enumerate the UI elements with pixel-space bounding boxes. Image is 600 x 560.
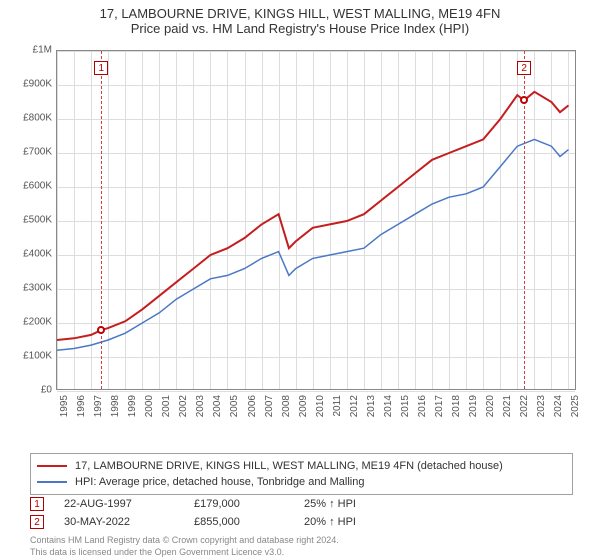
x-tick-label: 2022 [519, 395, 530, 417]
event-price: £179,000 [194, 495, 284, 513]
ref-marker-2: 2 [517, 61, 531, 75]
x-tick-label: 1999 [127, 395, 138, 417]
x-tick-label: 2003 [195, 395, 206, 417]
y-tick-label: £100K [12, 351, 52, 362]
x-tick-label: 2011 [332, 395, 343, 417]
x-tick-label: 1997 [93, 395, 104, 417]
ref-dot-2 [520, 96, 528, 104]
x-tick-label: 1995 [59, 395, 70, 417]
footer: Contains HM Land Registry data © Crown c… [30, 534, 339, 558]
y-tick-label: £800K [12, 113, 52, 124]
x-tick-label: 2017 [434, 395, 445, 417]
y-tick-label: £0 [12, 385, 52, 396]
y-tick-label: £500K [12, 215, 52, 226]
x-tick-label: 2007 [264, 395, 275, 417]
x-tick-label: 2014 [383, 395, 394, 417]
x-tick-label: 2018 [451, 395, 462, 417]
series-lines [57, 51, 577, 391]
legend-item: HPI: Average price, detached house, Tonb… [37, 474, 566, 490]
x-tick-label: 2012 [349, 395, 360, 417]
x-tick-label: 2006 [247, 395, 258, 417]
x-tick-label: 1996 [76, 395, 87, 417]
legend-swatch [37, 465, 67, 467]
event-marker: 1 [30, 497, 44, 511]
y-axis: £0£100K£200K£300K£400K£500K£600K£700K£80… [12, 50, 52, 390]
x-tick-label: 2024 [553, 395, 564, 417]
chart: 12 £0£100K£200K£300K£400K£500K£600K£700K… [56, 50, 576, 420]
x-tick-label: 2002 [178, 395, 189, 417]
ref-dot-1 [97, 326, 105, 334]
x-tick-label: 2019 [468, 395, 479, 417]
series-hpi [57, 139, 569, 350]
x-tick-label: 2015 [400, 395, 411, 417]
event-table: 1 22-AUG-1997 £179,000 25% ↑ HPI 2 30-MAY-202… [30, 495, 573, 531]
x-tick-label: 2004 [212, 395, 223, 417]
ref-marker-1: 1 [94, 61, 108, 75]
event-date: 30-MAY-2022 [64, 513, 174, 531]
x-tick-label: 2025 [570, 395, 581, 417]
x-tick-label: 2008 [281, 395, 292, 417]
event-marker: 2 [30, 515, 44, 529]
x-axis: 1995 1996 1997 1998 1999 2000 2001 2002 2003 2004… [56, 393, 576, 423]
x-tick-label: 2021 [502, 395, 513, 417]
x-tick-label: 2009 [298, 395, 309, 417]
y-tick-label: £1M [12, 45, 52, 56]
y-tick-label: £600K [12, 181, 52, 192]
x-tick-label: 2016 [417, 395, 428, 417]
footer-line-1: Contains HM Land Registry data © Crown c… [30, 534, 339, 546]
plot-area: 12 [56, 50, 576, 390]
title-line-1: 17, LAMBOURNE DRIVE, KINGS HILL, WEST MA… [0, 6, 600, 21]
y-tick-label: £900K [12, 79, 52, 90]
legend-label: HPI: Average price, detached house, Tonb… [75, 474, 364, 490]
y-tick-label: £200K [12, 317, 52, 328]
x-tick-label: 2020 [485, 395, 496, 417]
event-price: £855,000 [194, 513, 284, 531]
event-pct: 20% ↑ HPI [304, 513, 356, 531]
y-tick-label: £400K [12, 249, 52, 260]
ref-vline [101, 51, 102, 389]
x-tick-label: 2005 [229, 395, 240, 417]
y-tick-label: £700K [12, 147, 52, 158]
x-tick-label: 2001 [161, 395, 172, 417]
series-property [57, 92, 569, 340]
x-tick-label: 2000 [144, 395, 155, 417]
x-tick-label: 2023 [536, 395, 547, 417]
footer-line-2: This data is licensed under the Open Gov… [30, 546, 339, 558]
x-tick-label: 1998 [110, 395, 121, 417]
x-tick-label: 2010 [315, 395, 326, 417]
legend: 17, LAMBOURNE DRIVE, KINGS HILL, WEST MA… [30, 453, 573, 495]
event-pct: 25% ↑ HPI [304, 495, 356, 513]
event-row: 2 30-MAY-2022 £855,000 20% ↑ HPI [30, 513, 573, 531]
title-line-2: Price paid vs. HM Land Registry's House … [0, 21, 600, 36]
event-date: 22-AUG-1997 [64, 495, 174, 513]
x-tick-label: 2013 [366, 395, 377, 417]
y-tick-label: £300K [12, 283, 52, 294]
legend-swatch [37, 481, 67, 483]
legend-item: 17, LAMBOURNE DRIVE, KINGS HILL, WEST MA… [37, 458, 566, 474]
event-row: 1 22-AUG-1997 £179,000 25% ↑ HPI [30, 495, 573, 513]
legend-label: 17, LAMBOURNE DRIVE, KINGS HILL, WEST MA… [75, 458, 503, 474]
gridline-h [57, 391, 575, 392]
